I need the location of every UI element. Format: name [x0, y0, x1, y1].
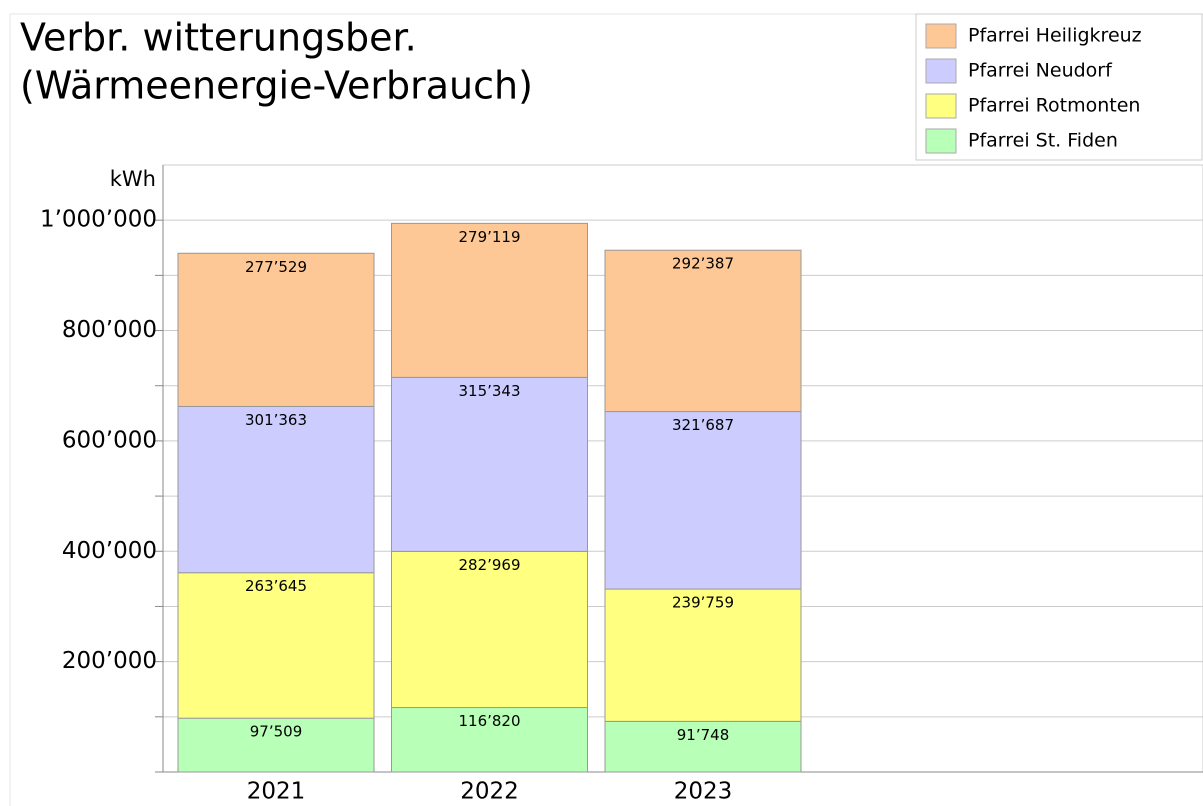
data-label: 91’748 — [677, 726, 730, 744]
bar-segment — [391, 222, 588, 378]
legend-label: Pfarrei St. Fiden — [968, 130, 1118, 152]
data-label: 292’387 — [672, 255, 734, 273]
y-tick-label: 200’000 — [62, 648, 157, 674]
data-label: 263’645 — [245, 577, 307, 595]
data-label: 279’119 — [458, 228, 520, 246]
bar-segment — [177, 572, 375, 719]
bar-segment — [391, 550, 588, 709]
data-label: 282’969 — [458, 556, 520, 574]
y-axis-label: kWh — [110, 167, 156, 191]
bar-segment — [391, 376, 588, 552]
bar-segment — [391, 707, 588, 773]
data-label: 277’529 — [245, 258, 307, 276]
legend-swatch — [925, 93, 957, 119]
legend-swatch — [925, 23, 957, 49]
bar-segment — [177, 252, 375, 407]
chart-title: Verbr. witterungsber. — [20, 16, 417, 60]
bar-segment — [177, 405, 375, 574]
y-tick-label: 600’000 — [62, 427, 157, 453]
bar-segment — [604, 411, 802, 590]
legend-swatch — [925, 128, 957, 154]
x-tick-label: 2021 — [247, 779, 306, 805]
y-tick-label: 1’000’000 — [40, 207, 157, 233]
x-tick-label: 2023 — [674, 779, 733, 805]
bar-segment — [177, 717, 375, 773]
y-tick-label: 800’000 — [62, 317, 157, 343]
y-tick-label: 400’000 — [62, 538, 157, 564]
legend-label: Pfarrei Rotmonten — [968, 95, 1140, 117]
data-label: 315’343 — [458, 382, 520, 400]
data-label: 321’687 — [672, 416, 734, 434]
legend-label: Pfarrei Heiligkreuz — [968, 25, 1142, 47]
data-label: 239’759 — [672, 594, 734, 612]
legend-label: Pfarrei Neudorf — [968, 60, 1113, 82]
legend-box — [915, 13, 1203, 161]
x-tick-label: 2022 — [460, 779, 519, 805]
bar-segment — [604, 588, 802, 722]
data-label: 301’363 — [245, 411, 307, 429]
legend-swatch — [925, 58, 957, 84]
chart-title: (Wärmeenergie-Verbrauch) — [20, 64, 533, 108]
data-label: 97’509 — [250, 723, 303, 741]
data-label: 116’820 — [458, 712, 520, 730]
bar-segment — [604, 249, 802, 413]
